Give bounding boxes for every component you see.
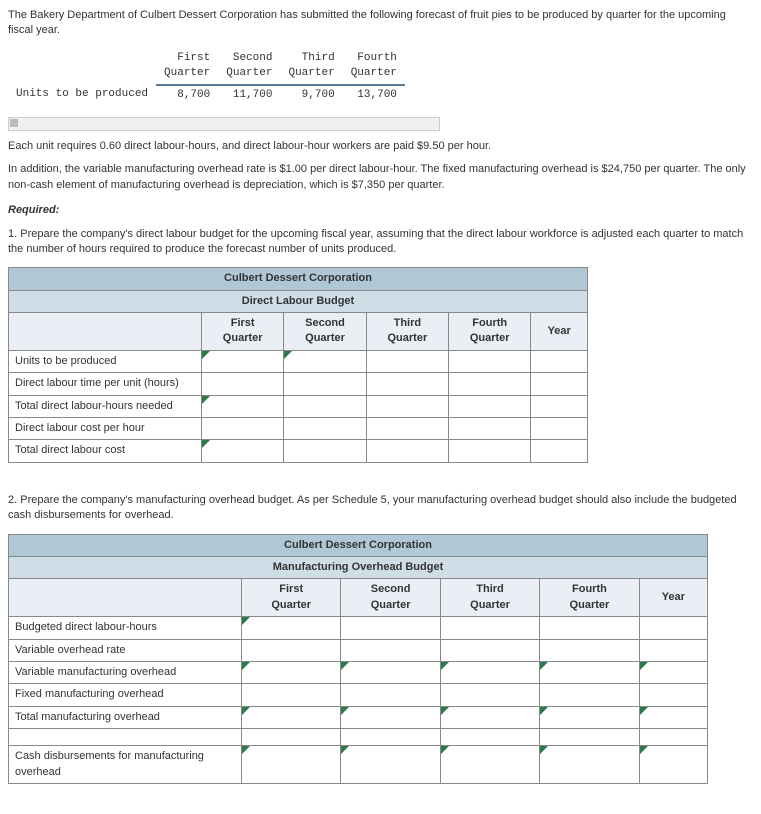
dlb-input[interactable] (284, 440, 366, 462)
dlb-input[interactable] (449, 373, 531, 395)
dlb-col-q3: ThirdQuarter (366, 313, 448, 351)
moh-input[interactable] (540, 617, 639, 639)
dlb-col-q1: FirstQuarter (202, 313, 284, 351)
dlb-input[interactable] (449, 395, 531, 417)
moh-input[interactable] (540, 746, 639, 784)
moh-input[interactable] (242, 706, 341, 728)
moh-input[interactable] (341, 639, 440, 661)
dlb-row3: Direct labour cost per hour (9, 418, 202, 440)
moh-input[interactable] (242, 684, 341, 706)
dlb-row1: Direct labour time per unit (hours) (9, 373, 202, 395)
moh-row2: Variable manufacturing overhead (9, 661, 242, 683)
moh-col-year: Year (639, 579, 707, 617)
dlb-input[interactable] (449, 350, 531, 372)
moh-subtitle: Manufacturing Overhead Budget (9, 556, 708, 578)
dlb-input[interactable] (202, 440, 284, 462)
row-units-label: Units to be produced (8, 85, 156, 105)
dlb-input[interactable] (202, 373, 284, 395)
direct-labour-budget-table: Culbert Dessert Corporation Direct Labou… (8, 267, 588, 463)
moh-input[interactable] (341, 684, 440, 706)
para-overhead: In addition, the variable manufacturing … (8, 162, 753, 193)
moh-input[interactable] (540, 684, 639, 706)
moh-title: Culbert Dessert Corporation (9, 534, 708, 556)
moh-input[interactable] (639, 661, 707, 683)
dlb-input[interactable] (366, 350, 448, 372)
dlb-row4: Total direct labour cost (9, 440, 202, 462)
moh-col-q3: ThirdQuarter (440, 579, 539, 617)
dlb-col-year: Year (531, 313, 588, 351)
moh-row-cash: Cash disbursements for manufacturing ove… (9, 746, 242, 784)
moh-input[interactable] (639, 684, 707, 706)
moh-input[interactable] (341, 661, 440, 683)
dlb-input[interactable] (202, 350, 284, 372)
dlb-input[interactable] (531, 440, 588, 462)
dlb-input[interactable] (366, 440, 448, 462)
dlb-input[interactable] (366, 418, 448, 440)
dlb-col-q2: SecondQuarter (284, 313, 366, 351)
moh-input[interactable] (540, 661, 639, 683)
requirement-1: 1. Prepare the company's direct labour b… (8, 227, 753, 258)
dlb-input[interactable] (449, 418, 531, 440)
col-q3: ThirdQuarter (280, 49, 342, 85)
moh-input[interactable] (242, 746, 341, 784)
moh-input[interactable] (341, 706, 440, 728)
moh-row3: Fixed manufacturing overhead (9, 684, 242, 706)
dlb-input[interactable] (531, 418, 588, 440)
moh-input[interactable] (540, 706, 639, 728)
moh-input[interactable] (242, 617, 341, 639)
moh-input[interactable] (639, 706, 707, 728)
dlb-input[interactable] (531, 373, 588, 395)
moh-input[interactable] (639, 617, 707, 639)
val-q4: 13,700 (343, 85, 405, 105)
moh-input[interactable] (440, 684, 539, 706)
moh-row4: Total manufacturing overhead (9, 706, 242, 728)
moh-input[interactable] (341, 746, 440, 784)
dlb-input[interactable] (284, 418, 366, 440)
moh-input[interactable] (440, 639, 539, 661)
required-heading: Required: (8, 203, 753, 218)
moh-input[interactable] (639, 746, 707, 784)
moh-row1: Variable overhead rate (9, 639, 242, 661)
dlb-input[interactable] (366, 373, 448, 395)
val-q3: 9,700 (280, 85, 342, 105)
dlb-col-q4: FourthQuarter (449, 313, 531, 351)
dlb-input[interactable] (284, 373, 366, 395)
dlb-input[interactable] (531, 350, 588, 372)
dlb-input[interactable] (284, 395, 366, 417)
intro-text: The Bakery Department of Culbert Dessert… (8, 8, 753, 39)
moh-input[interactable] (639, 639, 707, 661)
dlb-title: Culbert Dessert Corporation (9, 268, 588, 290)
moh-input[interactable] (341, 617, 440, 639)
moh-input[interactable] (540, 639, 639, 661)
requirement-2: 2. Prepare the company's manufacturing o… (8, 493, 753, 524)
dlb-row2: Total direct labour-hours needed (9, 395, 202, 417)
table-scrollbar[interactable] (8, 117, 440, 131)
moh-col-q1: FirstQuarter (242, 579, 341, 617)
para-labour-rate: Each unit requires 0.60 direct labour-ho… (8, 139, 753, 154)
dlb-input[interactable] (202, 418, 284, 440)
moh-input[interactable] (242, 639, 341, 661)
moh-row0: Budgeted direct labour-hours (9, 617, 242, 639)
dlb-input[interactable] (449, 440, 531, 462)
col-q2: SecondQuarter (218, 49, 280, 85)
dlb-input[interactable] (284, 350, 366, 372)
col-q1: FirstQuarter (156, 49, 218, 85)
dlb-row0: Units to be produced (9, 350, 202, 372)
moh-input[interactable] (440, 746, 539, 784)
val-q1: 8,700 (156, 85, 218, 105)
val-q2: 11,700 (218, 85, 280, 105)
moh-input[interactable] (440, 661, 539, 683)
moh-col-q2: SecondQuarter (341, 579, 440, 617)
moh-col-q4: FourthQuarter (540, 579, 639, 617)
dlb-input[interactable] (366, 395, 448, 417)
moh-input[interactable] (440, 617, 539, 639)
dlb-input[interactable] (531, 395, 588, 417)
dlb-subtitle: Direct Labour Budget (9, 290, 588, 312)
col-q4: FourthQuarter (343, 49, 405, 85)
moh-input[interactable] (440, 706, 539, 728)
production-forecast-table: FirstQuarter SecondQuarter ThirdQuarter … (8, 49, 405, 105)
manufacturing-overhead-budget-table: Culbert Dessert Corporation Manufacturin… (8, 534, 708, 784)
dlb-input[interactable] (202, 395, 284, 417)
moh-input[interactable] (242, 661, 341, 683)
